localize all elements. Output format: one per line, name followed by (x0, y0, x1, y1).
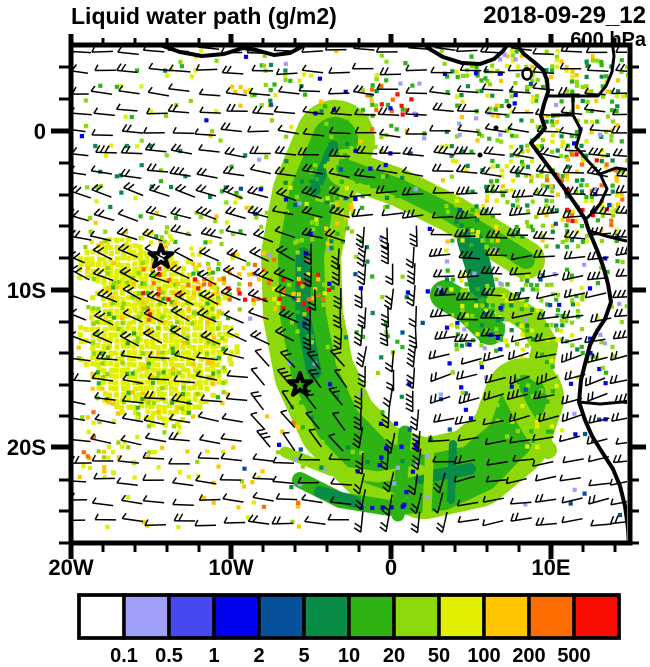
axis-ticks-major (51, 34, 646, 559)
colorbar: 0.1 0.5 1 2 5 10 20 50 100 200 500 (77, 593, 621, 667)
axis-ticks-minor (59, 38, 639, 552)
colorbar-swatch (572, 593, 621, 640)
colorbar-tick-label: 100 (467, 645, 500, 667)
lwp-band (487, 287, 558, 383)
wind-barb-layer (73, 47, 627, 534)
colorbar-tick-label: 1 (208, 645, 219, 667)
lwp-speckle-cluster (299, 181, 356, 243)
station-markers (147, 243, 314, 397)
lwp-speckle-cluster (268, 62, 288, 103)
wind-barbs (73, 47, 627, 534)
lwp-speckle-cluster (444, 259, 450, 264)
colorbar-swatch (302, 593, 351, 640)
lwp-speckle-cluster (369, 98, 409, 133)
colorbar-tick-label: 0.1 (110, 645, 138, 667)
lwp-band (422, 435, 435, 517)
colorbar-tick-label: 5 (298, 645, 309, 667)
lwp-field-layer (76, 47, 627, 530)
country-border-path (573, 47, 616, 98)
lwp-band (391, 425, 412, 522)
lwp-band (336, 159, 535, 269)
colorbar-swatch (257, 593, 306, 640)
lwp-speckle-cluster (81, 410, 301, 509)
lwp-speckle-cluster (324, 202, 354, 246)
lwp-speckle-cluster (77, 253, 240, 428)
colorbar-swatch (167, 593, 216, 640)
colorbar-tick-label: 20 (383, 645, 405, 667)
x-axis-tick-label: 10W (208, 555, 253, 580)
lwp-speckle-cluster (455, 320, 514, 390)
colorbar-tick-label: 200 (512, 645, 545, 667)
lwp-speckle-cluster (510, 354, 565, 450)
lwp-speckle-cluster (95, 267, 231, 415)
x-axis-tick-label: 10E (531, 555, 570, 580)
lwp-speckle-cluster (324, 142, 354, 166)
colorbar-tick-label: 50 (428, 645, 450, 667)
colorbar-swatch (527, 593, 576, 640)
lwp-speckle-cluster (450, 272, 585, 353)
sao-tome-island (493, 125, 499, 131)
colorbar-border (77, 593, 621, 640)
x-axis-tick-label: 0 (385, 555, 397, 580)
star-ascension-island (147, 243, 175, 269)
lwp-speckle-cluster (444, 59, 621, 249)
star-st-helena-island (286, 371, 314, 397)
lwp-speckle-cluster (247, 48, 288, 87)
colorbar-tick-label: 500 (557, 645, 590, 667)
lwp-speckle-cluster (400, 320, 425, 335)
lwp-speckle-cluster (309, 177, 350, 236)
lwp-speckle-cluster (444, 267, 579, 357)
colorbar-swatch (392, 593, 441, 640)
x-axis-tick-label: 20W (48, 555, 93, 580)
colorbar-swatch (122, 593, 171, 640)
lwp-speckle-cluster (495, 359, 555, 443)
lwp-speckle-cluster (105, 409, 262, 530)
colorbar-tick-label: 2 (253, 645, 264, 667)
lwp-band (447, 440, 457, 504)
lwp-speckle-cluster (81, 420, 183, 480)
y-axis-tick-label: 20S (7, 435, 46, 460)
lwp-speckle-cluster (379, 92, 414, 117)
lwp-speckle-cluster (325, 141, 350, 162)
axis-labels: 20W 10W 0 10E 0 10S 20S (7, 119, 571, 580)
y-axis-tick-label: 0 (34, 119, 46, 144)
colorbar-swatch (212, 593, 261, 640)
colorbar-tick-label: 10 (338, 645, 360, 667)
map-frame-border (68, 42, 633, 546)
colorbar-tick-label: 0.5 (155, 645, 183, 667)
plot-datetime: 2018-09-29_12 (483, 2, 646, 29)
country-border-path (578, 400, 627, 406)
colorbar-swatch (482, 593, 531, 640)
lwp-speckle-cluster (96, 420, 176, 475)
colorbar-swatch (77, 593, 126, 640)
lwp-speckle-cluster (449, 272, 580, 352)
country-border-path (547, 94, 575, 117)
lwp-band (314, 486, 361, 508)
map-frame (51, 34, 646, 559)
lwp-speckle-cluster (412, 52, 518, 141)
lwp-speckle-cluster (360, 77, 379, 118)
colorbar-swatch (437, 593, 486, 640)
principe-island (506, 103, 512, 109)
bioko-island (521, 67, 533, 81)
country-border-path (588, 229, 627, 243)
y-axis-tick-label: 10S (7, 278, 46, 303)
plot-title: Liquid water path (g/m2) (71, 3, 337, 29)
coastline-path (424, 47, 627, 541)
annobon-island (477, 152, 483, 158)
colorbar-swatch (347, 593, 396, 640)
